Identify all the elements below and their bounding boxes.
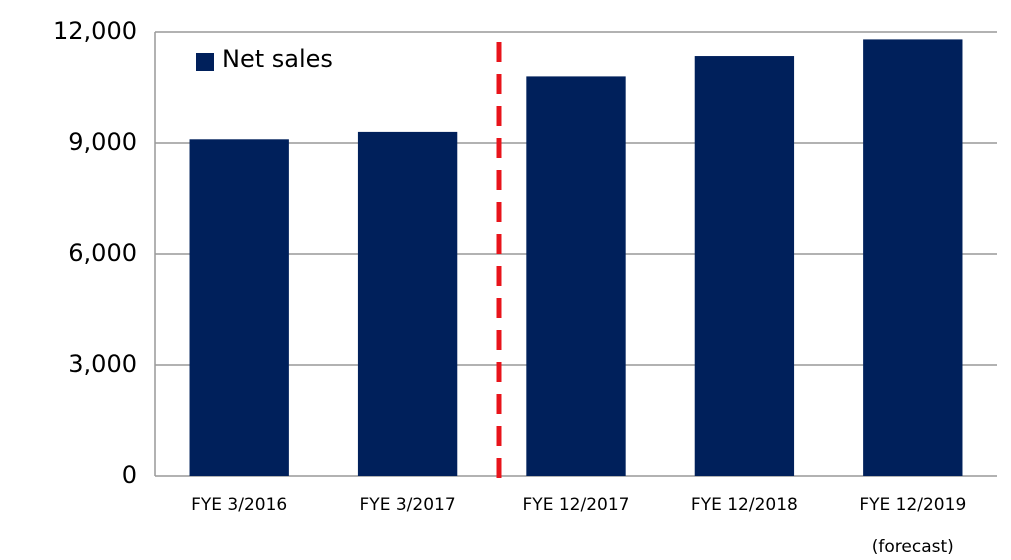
x-tick-label: FYE 12/2017 [523, 495, 630, 515]
bar [357, 131, 458, 476]
x-tick-label: FYE 3/2016 [191, 495, 287, 515]
x-tick-label: FYE 12/2018 [691, 495, 798, 515]
y-tick-label: 9,000 [68, 128, 137, 156]
x-tick-label: FYE 3/2017 [360, 495, 456, 515]
legend-label: Net sales [222, 45, 333, 73]
y-tick-label: 6,000 [68, 239, 137, 267]
y-tick-label: 12,000 [53, 17, 137, 45]
bar [694, 56, 795, 477]
y-tick-label: 3,000 [68, 350, 137, 378]
bar [189, 139, 289, 477]
bar [526, 76, 626, 477]
legend-swatch [196, 53, 214, 71]
x-tick-label: FYE 12/2019 [859, 495, 966, 515]
bar [863, 39, 963, 477]
forecast-note: (forecast) [872, 537, 954, 557]
y-tick-label: 0 [122, 461, 137, 489]
